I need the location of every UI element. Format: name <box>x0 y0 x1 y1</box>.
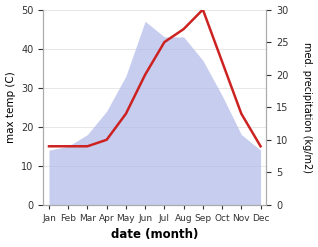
Y-axis label: med. precipitation (kg/m2): med. precipitation (kg/m2) <box>302 42 313 173</box>
X-axis label: date (month): date (month) <box>111 228 198 242</box>
Y-axis label: max temp (C): max temp (C) <box>5 71 16 143</box>
